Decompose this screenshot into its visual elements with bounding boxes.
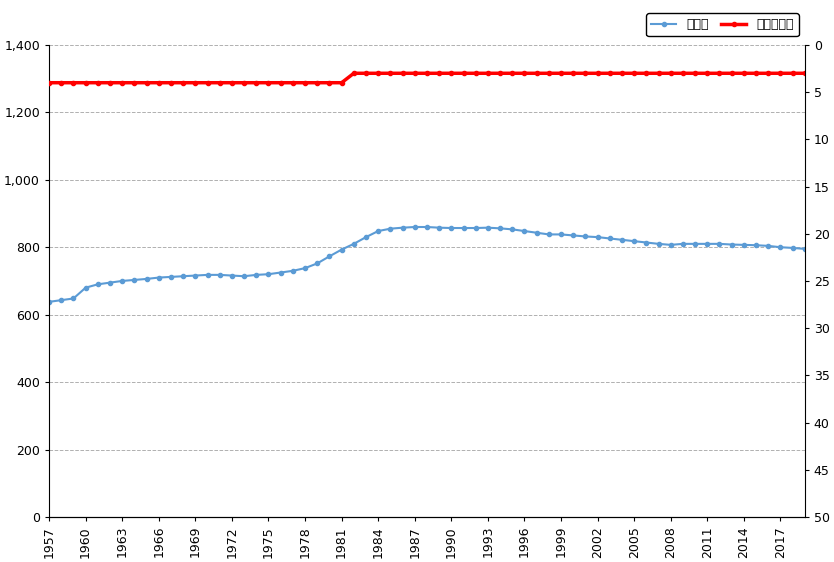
学校数	[276, 269, 286, 276]
ランキング	[251, 79, 261, 86]
学校数	[580, 233, 590, 240]
学校数	[800, 246, 810, 252]
学校数	[398, 224, 408, 231]
Legend: 学校数, ランキング: 学校数, ランキング	[646, 13, 799, 37]
学校数	[251, 271, 261, 278]
ランキング	[787, 70, 797, 76]
ランキング	[800, 70, 810, 76]
ランキング	[349, 70, 359, 76]
ランキング	[44, 79, 54, 86]
学校数	[44, 298, 54, 305]
ランキング	[435, 70, 445, 76]
ランキング	[276, 79, 286, 86]
ランキング	[409, 70, 420, 76]
学校数	[787, 244, 797, 251]
学校数	[435, 224, 445, 231]
Line: ランキング: ランキング	[47, 71, 806, 85]
ランキング	[580, 70, 590, 76]
学校数	[409, 224, 420, 230]
Line: 学校数: 学校数	[47, 225, 806, 304]
